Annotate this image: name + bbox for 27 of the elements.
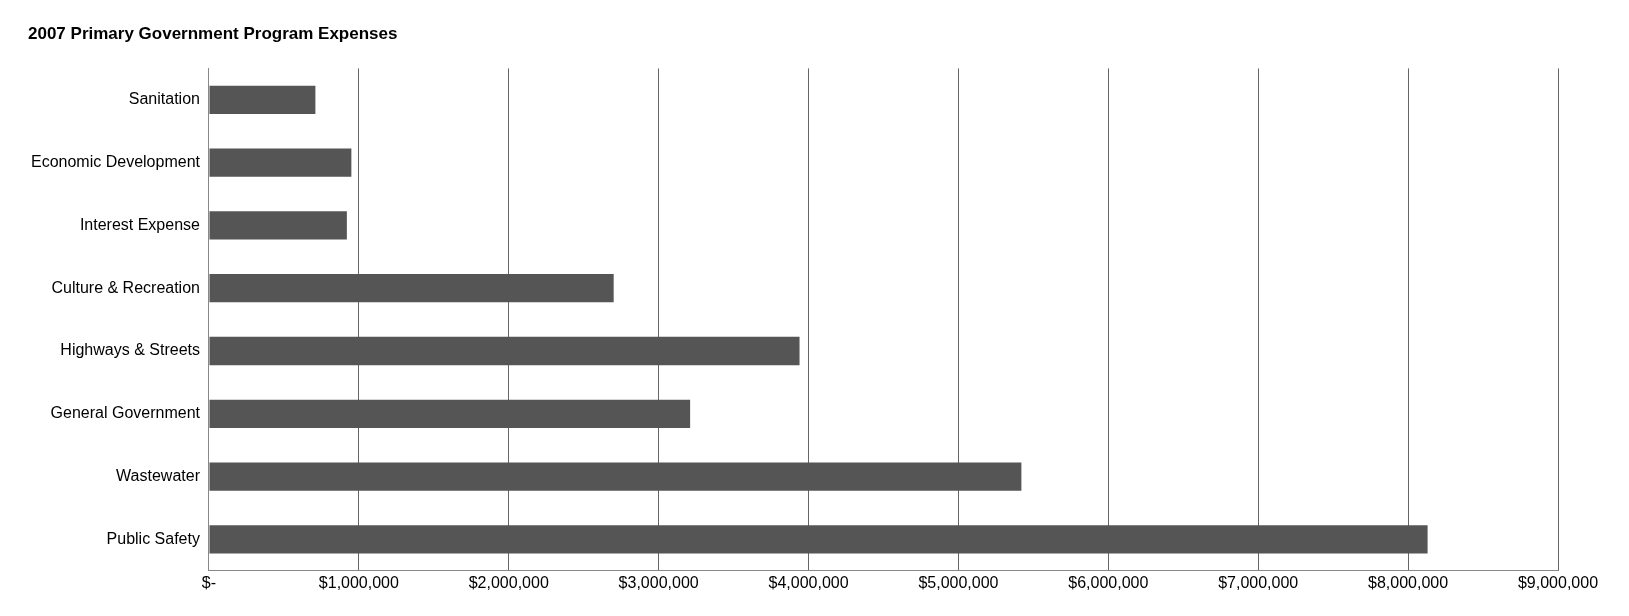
x-tick-label: $1,000,000 <box>318 573 399 591</box>
bar <box>209 274 614 303</box>
bar <box>209 211 347 240</box>
x-tick-label: $9,000,000 <box>1517 573 1599 591</box>
bar <box>209 336 800 366</box>
chart-title: 2007 Primary Government Program Expenses <box>28 23 398 43</box>
bar <box>209 525 1428 554</box>
x-tick-label: $7,000,000 <box>1218 573 1299 591</box>
y-tick-label: General Government <box>50 404 201 422</box>
y-tick-label: Sanitation <box>128 90 200 108</box>
x-tick-label: $8,000,000 <box>1368 573 1449 591</box>
y-tick-label: Public Safety <box>106 529 200 547</box>
bar <box>209 399 691 428</box>
y-tick-label: Interest Expense <box>79 215 201 233</box>
x-tick-label: $2,000,000 <box>468 573 549 591</box>
y-tick-label: Economic Development <box>31 153 201 171</box>
bar <box>209 85 316 114</box>
x-tick-label: $- <box>201 573 217 591</box>
bar <box>209 148 352 177</box>
x-tick-label: $5,000,000 <box>918 573 999 591</box>
y-tick-label: Wastewater <box>116 467 201 485</box>
y-tick-label: Culture & Recreation <box>51 278 200 296</box>
x-tick-label: $4,000,000 <box>768 573 849 591</box>
x-tick-label: $6,000,000 <box>1068 573 1149 591</box>
bar <box>209 462 1022 491</box>
y-tick-label: Highways & Streets <box>60 341 200 359</box>
x-tick-label: $3,000,000 <box>618 573 699 591</box>
